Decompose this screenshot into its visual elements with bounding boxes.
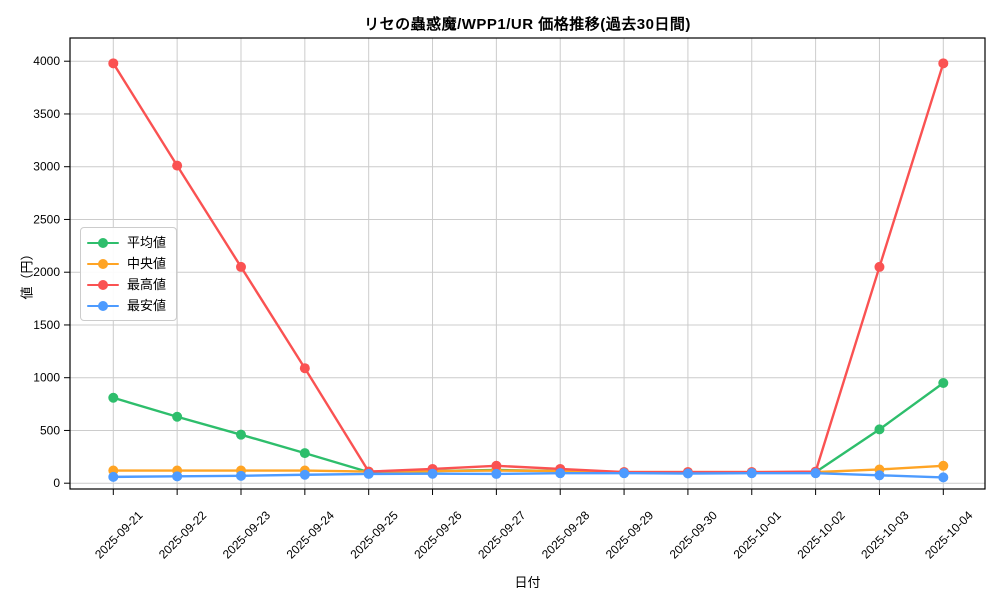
y-tick-label: 1000 (33, 371, 60, 385)
series-最高値 (108, 58, 949, 478)
data-point (874, 424, 885, 435)
x-tick-label: 2025-10-03 (858, 508, 912, 562)
y-tick-label: 3500 (33, 107, 60, 121)
data-point (172, 471, 183, 482)
plot-border (69, 37, 986, 490)
x-tick-label: 2025-09-25 (347, 508, 401, 562)
legend-label: 中央値 (127, 256, 167, 271)
x-tick-label: 2025-09-22 (156, 508, 210, 562)
y-tick-label: 1500 (33, 318, 60, 332)
legend: 平均値中央値最高値最安値 (80, 227, 178, 321)
data-point (938, 58, 949, 69)
data-point (235, 429, 246, 440)
data-point (108, 471, 119, 482)
data-point (682, 468, 693, 479)
legend-line-marker-icon (87, 237, 119, 248)
data-point (108, 392, 119, 403)
data-point (299, 448, 310, 459)
data-point (491, 460, 502, 471)
y-tick-label: 4000 (33, 54, 60, 68)
data-point (299, 363, 310, 374)
x-axis-label: 日付 (514, 575, 541, 590)
data-point (874, 470, 885, 481)
axis-ticks (64, 60, 944, 495)
legend-line-marker-icon (87, 279, 119, 290)
series-平均値 (108, 377, 949, 478)
data-point (619, 468, 630, 479)
x-tick-label: 2025-10-04 (922, 508, 976, 562)
data-point (235, 470, 246, 481)
gridlines (70, 38, 985, 489)
x-tick-label: 2025-10-02 (794, 508, 848, 562)
legend-item: 平均値 (87, 233, 166, 252)
x-tick-label: 2025-09-21 (92, 508, 146, 562)
x-tick-label: 2025-09-24 (284, 508, 338, 562)
data-point (938, 460, 949, 471)
y-tick-label: 3000 (33, 160, 60, 174)
series-line (112, 471, 945, 479)
data-point (810, 468, 821, 479)
x-tick-label: 2025-09-29 (603, 508, 657, 562)
legend-item: 中央値 (87, 254, 166, 273)
legend-item: 最安値 (87, 296, 166, 315)
legend-line-marker-icon (87, 300, 119, 311)
y-tick-label: 500 (40, 423, 60, 437)
legend-item: 最高値 (87, 275, 166, 294)
y-axis-label: 値（円） (19, 247, 35, 300)
y-tick-label: 0 (53, 476, 60, 490)
x-tick-label: 2025-09-28 (539, 508, 593, 562)
data-point (172, 411, 183, 422)
data-point (491, 468, 502, 479)
data-point (108, 58, 119, 69)
y-tick-label: 2000 (33, 265, 60, 279)
data-point (363, 468, 374, 479)
x-tick-label: 2025-09-27 (475, 508, 529, 562)
legend-label: 平均値 (127, 235, 167, 250)
data-point (938, 472, 949, 483)
chart-title: リセの蟲惑魔/WPP1/UR 価格推移(過去30日間) (364, 16, 691, 33)
data-point (235, 261, 246, 272)
legend-label: 最高値 (127, 277, 167, 292)
legend-label: 最安値 (127, 298, 167, 313)
data-point (874, 261, 885, 272)
x-tick-label: 2025-09-30 (667, 508, 721, 562)
x-tick-label: 2025-10-01 (731, 508, 785, 562)
y-tick-label: 2500 (33, 212, 60, 226)
y-tick-labels: 0 500 1000 1500 2000 2500 3000 3500 4000 (33, 54, 60, 490)
data-point (427, 468, 438, 479)
data-point (299, 469, 310, 480)
series-最安値 (108, 468, 949, 483)
legend-line-marker-icon (87, 258, 119, 269)
data-point (555, 468, 566, 479)
data-point (746, 468, 757, 479)
x-tick-labels: 2025-09-21 2025-09-22 2025-09-23 2025-09-24… (92, 508, 976, 562)
x-tick-label: 2025-09-26 (411, 508, 465, 562)
x-tick-label: 2025-09-23 (220, 508, 274, 562)
series-line (112, 62, 945, 474)
data-point (938, 377, 949, 388)
data-point (172, 160, 183, 171)
